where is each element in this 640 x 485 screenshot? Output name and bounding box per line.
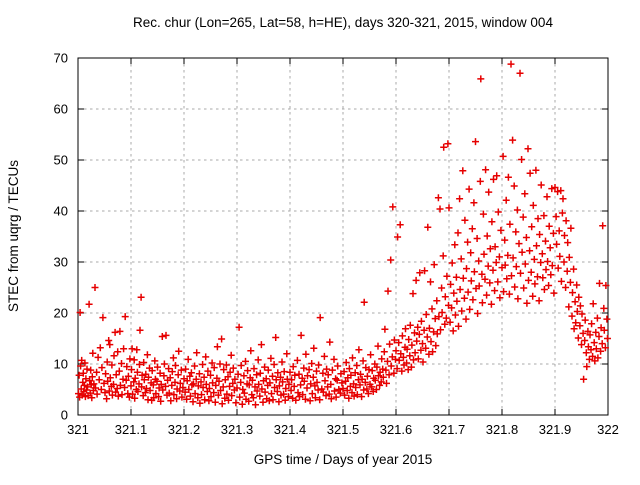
y-tick-label: 10 bbox=[54, 357, 68, 372]
x-tick-label: 321.8 bbox=[486, 422, 519, 437]
x-tick-labels: 321 321.1 321.2 321.3 321.4 321.5 321.6 321.7 32… bbox=[67, 422, 619, 437]
x-axis-label: GPS time / Days of year 2015 bbox=[254, 452, 433, 467]
data-point-markers bbox=[75, 60, 611, 409]
y-tick-label: 40 bbox=[54, 204, 68, 219]
y-tick-label: 0 bbox=[61, 408, 68, 423]
y-tick-label: 30 bbox=[54, 255, 68, 270]
y-tick-label: 50 bbox=[54, 153, 68, 168]
x-tick-label: 321.4 bbox=[274, 422, 307, 437]
x-tick-label: 322 bbox=[597, 422, 619, 437]
x-tick-label: 321.6 bbox=[380, 422, 413, 437]
y-tick-label: 60 bbox=[54, 102, 68, 117]
y-tick-label: 70 bbox=[54, 51, 68, 66]
chart-title: Rec. chur (Lon=265, Lat=58, h=HE), days … bbox=[133, 15, 553, 30]
plot-border bbox=[77, 57, 609, 416]
x-tick-label: 321.9 bbox=[539, 422, 572, 437]
y-axis-label: STEC from uqrg / TECUs bbox=[6, 160, 21, 312]
x-tick-label: 321 bbox=[67, 422, 89, 437]
y-tick-label: 20 bbox=[54, 306, 68, 321]
x-tick-label: 321.2 bbox=[168, 422, 201, 437]
y-tick-labels: 0 10 20 30 40 50 60 70 bbox=[54, 51, 68, 423]
x-tick-label: 321.1 bbox=[115, 422, 148, 437]
x-tick-label: 321.7 bbox=[433, 422, 466, 437]
grid-lines bbox=[78, 58, 608, 415]
x-tick-label: 321.3 bbox=[221, 422, 254, 437]
x-tick-label: 321.5 bbox=[327, 422, 360, 437]
data-points bbox=[75, 60, 611, 409]
